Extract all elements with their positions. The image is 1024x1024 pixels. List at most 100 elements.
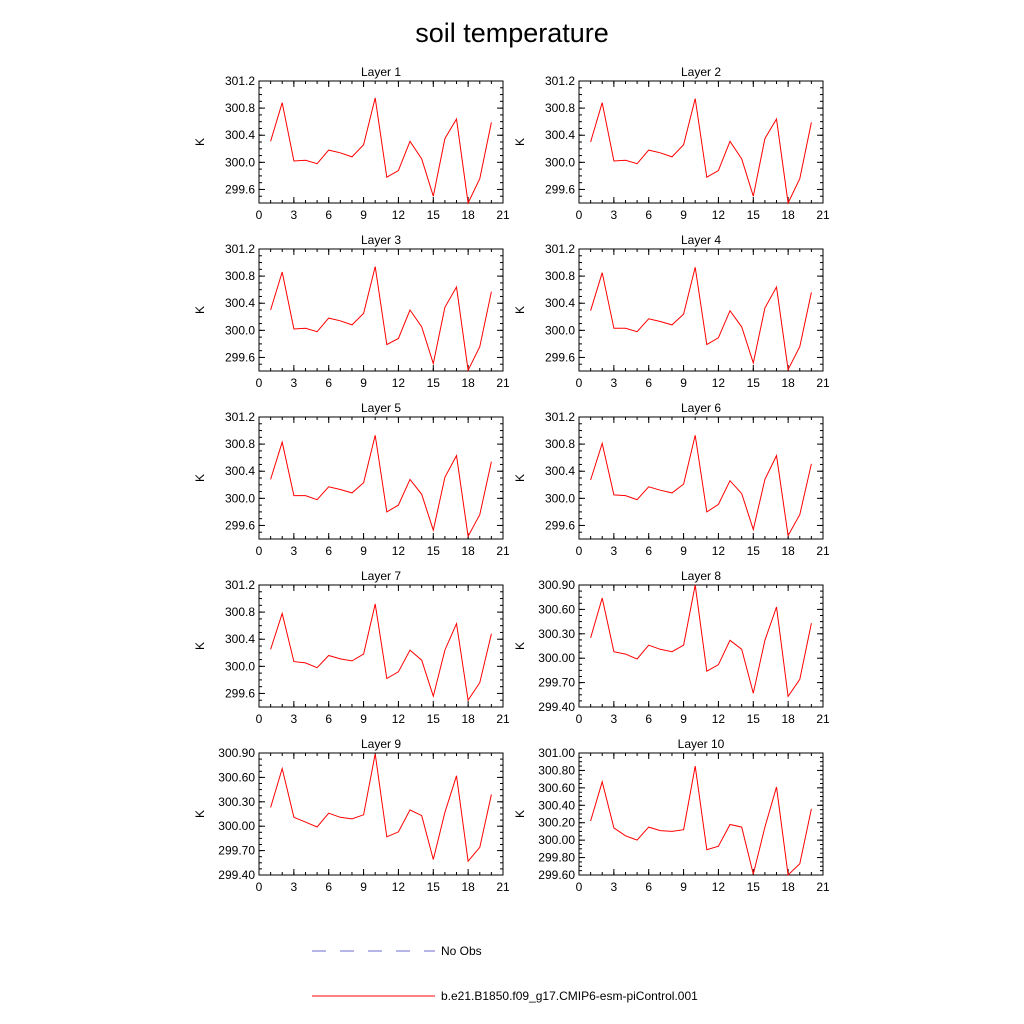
series-line [270,97,492,205]
y-tick-label: 299.6 [225,518,255,532]
y-tick-label: 300.0 [545,491,575,505]
x-tick-label: 6 [645,712,652,726]
plot-frame [578,584,824,708]
x-tick-label: 6 [325,544,332,558]
y-tick-label: 300.00 [218,819,255,833]
plot-frame [578,80,824,204]
x-tick-label: 6 [645,376,652,390]
panel-9: Layer 9 K 0 3 6 9 12 15 18 21 299.40 299.70 300.00 30… [193,737,510,894]
x-tick-label: 21 [496,208,510,222]
panel-8: Layer 8 K 0 3 6 9 12 15 18 21 299.40 299.70 300.00 30… [513,569,830,726]
series-line [590,435,812,538]
y-axis-label: K [513,810,527,818]
y-tick-label: 300.30 [218,795,255,809]
plot-frame [258,416,504,540]
y-tick-label: 299.70 [218,844,255,858]
x-tick-label: 12 [392,712,406,726]
x-tick-label: 9 [680,712,687,726]
panel-title: Layer 6 [681,401,721,415]
x-tick-label: 15 [747,376,761,390]
x-tick-label: 12 [392,880,406,894]
x-tick-label: 3 [291,544,298,558]
series-line [270,753,492,863]
x-tick-label: 18 [781,712,795,726]
panel-title: Layer 8 [681,569,721,583]
y-tick-label: 300.4 [225,464,255,478]
x-tick-label: 21 [816,712,830,726]
x-tick-label: 3 [291,208,298,222]
y-tick-label: 300.8 [225,437,255,451]
y-tick-label: 299.6 [545,518,575,532]
x-tick-label: 3 [611,208,618,222]
panel-3: Layer 3 K 0 3 6 9 12 15 18 21 299.6 300.0 300.4 300.8… [193,233,510,390]
y-axis-label: K [193,138,207,146]
x-tick-label: 3 [291,880,298,894]
x-tick-label: 15 [427,712,441,726]
series-line [270,266,492,372]
x-tick-label: 12 [712,880,726,894]
x-tick-label: 6 [325,712,332,726]
x-tick-label: 9 [680,376,687,390]
panel-title: Layer 5 [361,401,401,415]
x-tick-label: 3 [291,376,298,390]
x-tick-label: 6 [325,208,332,222]
y-tick-label: 300.4 [225,632,255,646]
y-axis-label: K [193,474,207,482]
y-axis-label: K [193,810,207,818]
y-tick-label: 301.2 [545,410,575,424]
y-axis-label: K [513,306,527,314]
x-tick-label: 15 [427,376,441,390]
y-tick-label: 300.30 [538,627,575,641]
y-tick-label: 300.0 [545,155,575,169]
y-axis-label: K [193,642,207,650]
panel-4: Layer 4 K 0 3 6 9 12 15 18 21 299.6 300.0 300.4 300.8… [513,233,830,390]
y-tick-label: 301.00 [538,746,575,760]
x-tick-label: 18 [781,544,795,558]
y-tick-label: 300.4 [545,128,575,142]
x-tick-label: 18 [461,544,475,558]
x-tick-label: 9 [680,208,687,222]
y-tick-label: 301.2 [225,242,255,256]
x-tick-label: 15 [747,544,761,558]
x-tick-label: 9 [680,880,687,894]
panel-title: Layer 2 [681,65,721,79]
series-line [270,603,492,702]
y-tick-label: 300.20 [538,816,575,830]
x-tick-label: 21 [816,880,830,894]
x-tick-label: 6 [645,880,652,894]
panel-7: Layer 7 K 0 3 6 9 12 15 18 21 299.6 300.0 300.4 300.8… [193,569,510,726]
x-tick-label: 21 [496,544,510,558]
y-tick-label: 300.8 [545,269,575,283]
y-tick-label: 300.0 [225,659,255,673]
chart-panels: Layer 1 K 0 3 6 9 12 15 18 21 299.6 300.0 300.4 300.8… [193,65,830,894]
series-line [590,98,812,205]
x-tick-label: 18 [461,376,475,390]
y-tick-label: 299.6 [545,182,575,196]
x-tick-label: 18 [461,712,475,726]
y-axis-label: K [513,642,527,650]
y-tick-label: 300.80 [538,763,575,777]
y-tick-label: 300.40 [538,798,575,812]
x-tick-label: 18 [461,208,475,222]
x-tick-label: 9 [360,208,367,222]
x-tick-label: 0 [576,544,583,558]
y-tick-label: 300.90 [538,578,575,592]
y-tick-label: 300.8 [225,101,255,115]
series-line [590,766,812,877]
y-tick-label: 301.2 [225,410,255,424]
y-tick-label: 301.2 [545,242,575,256]
figure-title: soil temperature [415,18,609,48]
y-tick-label: 300.60 [218,770,255,784]
panel-1: Layer 1 K 0 3 6 9 12 15 18 21 299.6 300.0 300.4 300.8… [193,65,510,222]
x-tick-label: 15 [427,544,441,558]
legend: No Obs b.e21.B1850.f09_g17.CMIP6-esm-piC… [312,944,698,1003]
y-tick-label: 300.8 [545,437,575,451]
x-tick-label: 0 [576,208,583,222]
x-tick-label: 0 [256,376,263,390]
x-tick-label: 12 [392,376,406,390]
y-tick-label: 299.6 [225,182,255,196]
x-tick-label: 12 [392,208,406,222]
plot-frame [258,80,504,204]
y-axis-label: K [513,138,527,146]
y-tick-label: 300.0 [225,155,255,169]
